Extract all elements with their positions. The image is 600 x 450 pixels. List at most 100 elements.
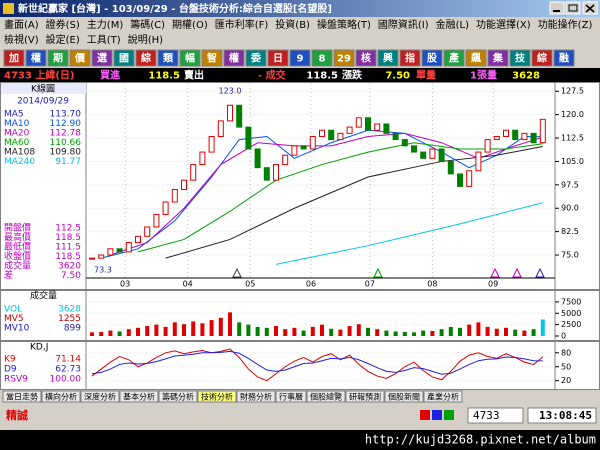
- candle: [512, 129, 519, 141]
- toolbar-button[interactable]: [355, 49, 377, 67]
- menu-item[interactable]: 證券(S): [46, 18, 80, 31]
- menu-item[interactable]: 匯市利率(F): [215, 18, 269, 31]
- toolbar-button[interactable]: [91, 49, 113, 67]
- menu-item[interactable]: 畫面(A): [4, 18, 39, 31]
- candle: [319, 129, 325, 137]
- toolbar-button[interactable]: [47, 49, 69, 67]
- menu-item[interactable]: 投資(B): [275, 18, 310, 31]
- candle: [337, 132, 344, 141]
- tab[interactable]: [306, 390, 346, 403]
- toolbar-button[interactable]: [201, 49, 223, 67]
- toolbar-button[interactable]: [531, 49, 553, 67]
- signal-marker: [490, 267, 500, 278]
- volume-bar: [292, 327, 297, 336]
- menu-item[interactable]: 金融(L): [436, 18, 469, 31]
- menu-item[interactable]: 工具(T): [87, 34, 121, 46]
- toolbar-label: 飆: [471, 52, 481, 65]
- toolbar-label: 產: [448, 52, 459, 65]
- tab[interactable]: [384, 390, 424, 403]
- volume-bar: [531, 329, 536, 336]
- menu-item[interactable]: 功能選擇(X): [476, 18, 531, 31]
- tab[interactable]: [2, 390, 42, 403]
- tab[interactable]: [423, 390, 463, 403]
- toolbar-label: 8: [319, 54, 326, 65]
- toolbar-button[interactable]: [179, 49, 201, 67]
- candle: [365, 117, 371, 131]
- candle: [493, 135, 500, 141]
- volume-bar: [301, 330, 306, 336]
- toolbar-button[interactable]: [377, 49, 399, 67]
- candle: [328, 129, 335, 141]
- panel-title: KD,J: [30, 343, 48, 353]
- price-name: 收盤價: [4, 250, 31, 262]
- tab[interactable]: [80, 390, 120, 403]
- candle: [383, 123, 390, 134]
- toolbar-button[interactable]: [311, 49, 333, 67]
- tab[interactable]: [158, 390, 198, 403]
- menu-item[interactable]: 主力(M): [87, 18, 124, 31]
- price-value: 118.5: [55, 252, 81, 262]
- legend-value: 899: [64, 324, 81, 334]
- toolbar-button[interactable]: [289, 49, 311, 67]
- toolbar-button[interactable]: [135, 49, 157, 67]
- toolbar-button[interactable]: [443, 49, 465, 67]
- tab[interactable]: [119, 390, 159, 403]
- volume-bar: [264, 327, 269, 336]
- toolbar-button[interactable]: [509, 49, 531, 67]
- toolbar-button[interactable]: [267, 49, 289, 67]
- toolbar-label: 興: [383, 52, 393, 65]
- toolbar-button[interactable]: [25, 49, 47, 67]
- quote-field: 單量: [416, 69, 436, 82]
- tab[interactable]: [345, 390, 385, 403]
- tab[interactable]: [275, 390, 307, 403]
- menu-item[interactable]: 籌碼(C): [130, 18, 165, 31]
- candle: [466, 170, 473, 187]
- y-tick-label: 90.0: [561, 204, 579, 213]
- toolbar-button[interactable]: [113, 49, 135, 67]
- candle: [282, 154, 289, 166]
- toolbar-button[interactable]: [3, 49, 25, 67]
- toolbar-button[interactable]: [487, 49, 509, 67]
- toolbar-button[interactable]: [399, 49, 421, 67]
- tab-label: 財務分析: [240, 392, 272, 402]
- menu-item[interactable]: 期權(O): [172, 18, 208, 31]
- candle: [263, 167, 270, 181]
- volume-bar: [402, 331, 407, 336]
- x-tick-label: 09: [488, 280, 498, 289]
- tab-label: 基本分析: [123, 392, 155, 402]
- legend-name: MA5: [4, 110, 24, 120]
- time-box: [527, 407, 597, 424]
- toolbar-button[interactable]: [333, 49, 355, 67]
- toolbar-button[interactable]: [223, 49, 245, 67]
- volume-bar: [228, 312, 232, 336]
- tab-label: 個股總覽: [310, 392, 342, 402]
- toolbar-button[interactable]: [421, 49, 443, 67]
- legend-value: 91.77: [55, 157, 81, 167]
- status-symbol: 4733: [473, 409, 500, 422]
- menu-item[interactable]: 檢視(V): [4, 33, 39, 46]
- y-tick-label: 2500: [561, 320, 581, 329]
- legend-value: 100.00: [50, 375, 82, 385]
- menu-item[interactable]: 說明(H): [128, 33, 163, 46]
- menu-item[interactable]: 操盤策略(T): [317, 18, 371, 31]
- price-value: 112.5: [55, 224, 81, 234]
- tab[interactable]: [41, 390, 81, 403]
- candle: [116, 248, 123, 253]
- toolbar-button[interactable]: [553, 49, 575, 67]
- toolbar-button[interactable]: [245, 49, 267, 67]
- candle: [89, 257, 95, 260]
- candle: [125, 242, 132, 253]
- toolbar-button[interactable]: [465, 49, 487, 67]
- menu-item[interactable]: 國際資訊(I): [378, 18, 429, 31]
- volume-bar: [154, 324, 159, 336]
- toolbar-button[interactable]: [157, 49, 179, 67]
- legend-value: 71.14: [55, 355, 81, 365]
- menu-item[interactable]: 功能操作(Z): [538, 18, 593, 31]
- volume-bar: [458, 327, 462, 336]
- toolbar-button[interactable]: [69, 49, 91, 67]
- symbol-box[interactable]: [467, 407, 524, 424]
- window-buttons[interactable]: [549, 1, 598, 15]
- menu-item[interactable]: 設定(E): [46, 33, 80, 46]
- tab[interactable]: [236, 390, 276, 403]
- tab[interactable]: [197, 390, 237, 403]
